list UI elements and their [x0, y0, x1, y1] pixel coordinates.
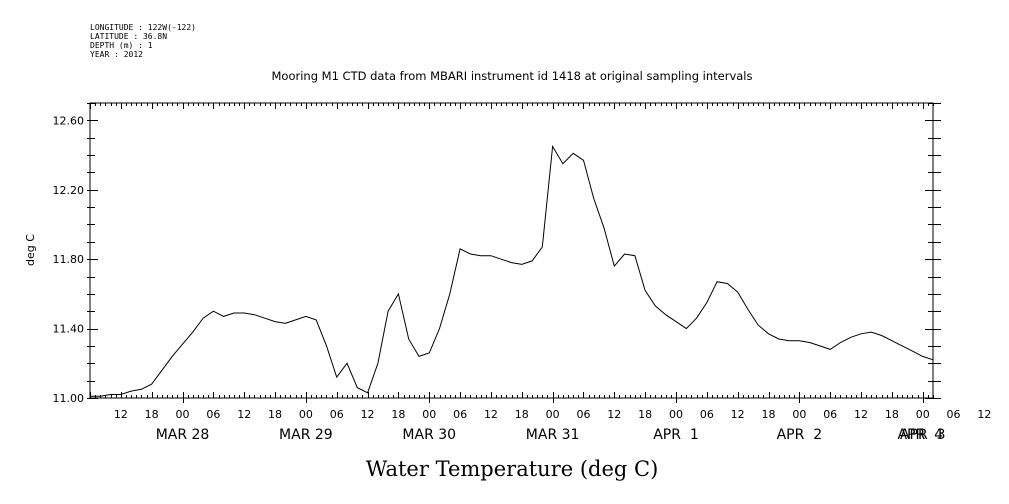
- meta-block: LONGITUDE : 122W(-122) LATITUDE : 36.8N …: [90, 23, 196, 59]
- x-hour-tick-label: 12: [854, 408, 868, 421]
- plot-frame: [89, 102, 934, 399]
- x-hour-tick-label: 00: [546, 408, 560, 421]
- y-axis-label: deg C: [24, 234, 37, 266]
- x-hour-tick-label: 18: [145, 408, 159, 421]
- meta-latitude: LATITUDE : 36.8N: [90, 32, 167, 41]
- chart-title: Mooring M1 CTD data from MBARI instrumen…: [272, 69, 753, 83]
- y-tick-labels: 11.00 11.40 11.80 12.20 12.60: [53, 114, 85, 405]
- x-hour-tick-label: 06: [330, 408, 344, 421]
- y-tick-label: 11.40: [53, 323, 85, 336]
- axis-ticks: [87, 103, 941, 403]
- x-hour-tick-label: 00: [792, 408, 806, 421]
- y-tick-label: 12.60: [53, 114, 85, 127]
- x-hour-tick-label: 12: [484, 408, 498, 421]
- x-hour-tick-label: 00: [422, 408, 436, 421]
- x-hour-tick-label: 12: [607, 408, 621, 421]
- x-hour-tick-label: 00: [299, 408, 313, 421]
- x-hour-tick-label: 12: [237, 408, 251, 421]
- meta-year: YEAR : 2012: [90, 50, 143, 59]
- temperature-series-line: [90, 144, 934, 397]
- x-hour-tick-label: 06: [453, 408, 467, 421]
- meta-longitude: LONGITUDE : 122W(-122): [90, 23, 196, 32]
- x-hour-tick-label: 06: [576, 408, 590, 421]
- day-labels: MAR 28 MAR 29 MAR 30 MAR 31 APR 1 APR 2 APR 3A…: [156, 427, 946, 443]
- y-tick-label: 11.00: [53, 392, 85, 405]
- x-day-label: APR 3: [900, 427, 946, 443]
- x-hour-tick-label: 12: [361, 408, 375, 421]
- x-hour-tick-label: 12: [977, 408, 991, 421]
- x-hour-tick-label: 12: [114, 408, 128, 421]
- x-hour-tick-label: 18: [638, 408, 652, 421]
- x-axis-label: Water Temperature (deg C): [366, 457, 659, 481]
- x-hour-tick-label: 06: [700, 408, 714, 421]
- y-tick-label: 12.20: [53, 184, 85, 197]
- x-hour-tick-label: 00: [176, 408, 190, 421]
- x-hour-tick-label: 18: [762, 408, 776, 421]
- x-hour-tick-label: 12: [731, 408, 745, 421]
- x-hour-tick-label: 06: [823, 408, 837, 421]
- x-day-label: APR 1: [653, 427, 699, 443]
- x-hour-tick-label: 06: [206, 408, 220, 421]
- x-tick-labels: 12 18 00 06 12 18 00 06 12 18 00 06 12 18 00 06 12 18 00 06…: [114, 408, 1009, 421]
- x-day-label: APR 2: [777, 427, 823, 443]
- x-day-label: MAR 29: [279, 427, 333, 443]
- x-day-label: APR 4: [897, 427, 943, 443]
- x-hour-tick-label: 18: [515, 408, 529, 421]
- x-hour-tick-label: 18: [885, 408, 899, 421]
- y-tick-label: 11.80: [53, 253, 85, 266]
- x-day-label: MAR 31: [526, 427, 580, 443]
- meta-depth: DEPTH (m) : 1: [90, 41, 153, 50]
- x-hour-tick-label: 00: [916, 408, 930, 421]
- x-hour-tick-label: 18: [391, 408, 405, 421]
- x-day-label: MAR 30: [402, 427, 456, 443]
- x-hour-tick-label: 00: [669, 408, 683, 421]
- x-hour-tick-label: 06: [947, 408, 961, 421]
- x-day-label: MAR 28: [156, 427, 210, 443]
- x-hour-tick-label: 18: [268, 408, 282, 421]
